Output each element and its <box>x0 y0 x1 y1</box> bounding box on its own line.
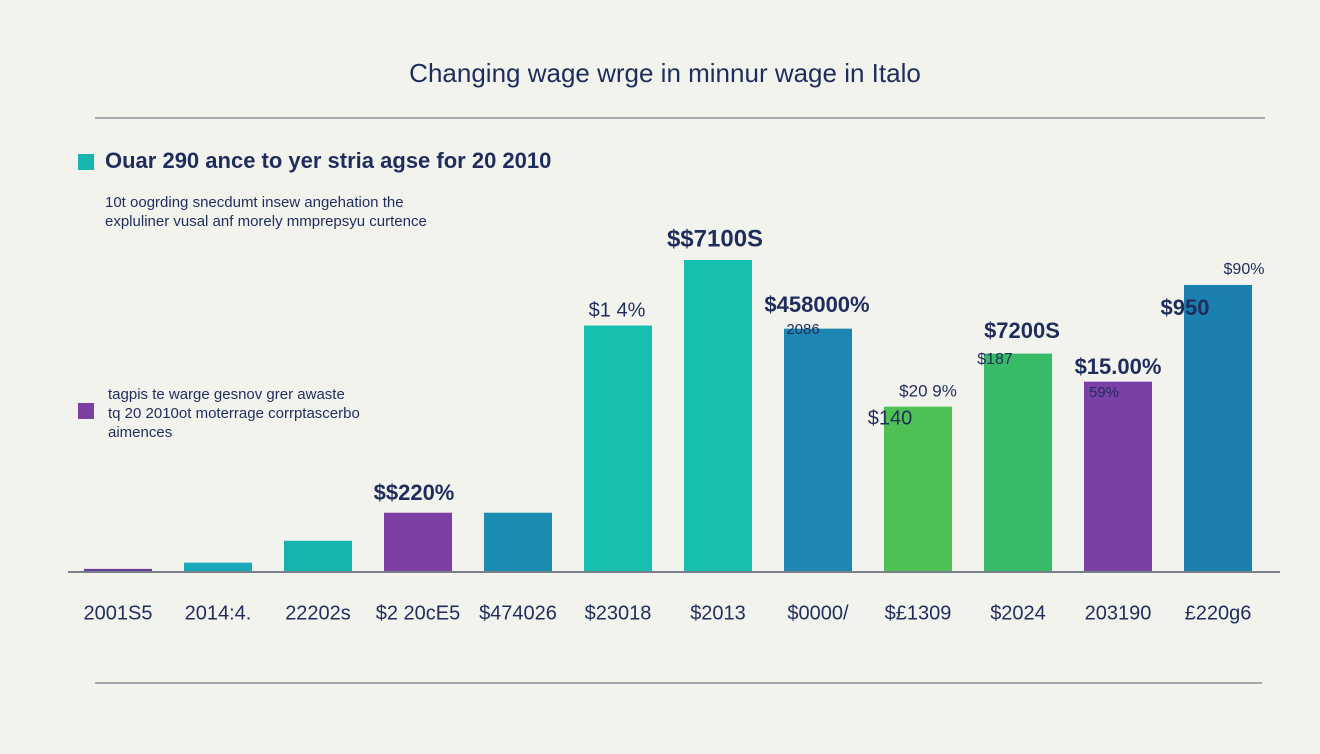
legend-label: tq 20 2010ot moterrage corrptascerbo <box>108 405 360 422</box>
x-tick-label: 2014:4. <box>185 602 252 624</box>
bar <box>684 260 752 572</box>
bar <box>1084 381 1152 572</box>
bar-annotation: 2086 <box>786 321 819 338</box>
subtitle: 10t oogrding snecdumt insew angehation t… <box>105 194 404 211</box>
bar-annotation: $140 <box>868 407 913 429</box>
x-tick-label: 2001S5 <box>84 602 153 624</box>
legend-label: aimences <box>108 424 172 441</box>
bar <box>484 512 552 572</box>
bar <box>384 512 452 572</box>
x-tick-label: 203190 <box>1085 602 1152 624</box>
bar-annotation: $$220% <box>374 480 455 505</box>
bar-annotation: 59% <box>1089 384 1119 401</box>
bar-annotation: $20 9% <box>899 381 957 400</box>
bar <box>84 568 152 572</box>
x-tick-label: £220g6 <box>1185 602 1252 624</box>
bar-annotation: $1 4% <box>589 299 646 321</box>
bar-annotation: $7200S <box>984 318 1060 343</box>
x-tick-label: $2024 <box>990 602 1046 624</box>
bar <box>184 562 252 572</box>
x-tick-label: $2 20cE5 <box>376 602 461 624</box>
bar <box>1184 284 1252 572</box>
bar-annotation: $950 <box>1161 295 1210 320</box>
x-tick-label: 22202s <box>285 602 351 624</box>
legend-label: Ouar 290 ance to yer stria agse for 20 2… <box>105 148 551 173</box>
chart-title: Changing wage wrge in minnur wage in Ita… <box>409 58 921 88</box>
x-tick-label: $474026 <box>479 602 557 624</box>
x-tick-label: $0000/ <box>787 602 849 624</box>
bar <box>284 540 352 572</box>
bar-annotation: $15.00% <box>1075 354 1162 379</box>
subtitle: expluliner vusal anf morely mmprepsyu cu… <box>105 213 427 230</box>
bar-annotation: $187 <box>977 351 1013 368</box>
bar <box>784 328 852 572</box>
bar <box>884 406 952 572</box>
x-tick-label: $23018 <box>585 602 652 624</box>
bar-annotation: $90% <box>1224 261 1265 278</box>
bar-annotation: $$7100S <box>667 225 763 252</box>
legend-label: tagpis te warge gesnov grer awaste <box>108 386 345 403</box>
bar-annotation: $458000% <box>764 292 869 317</box>
bar <box>584 325 652 572</box>
legend-swatch <box>78 154 94 170</box>
x-tick-label: $£1309 <box>885 602 952 624</box>
legend-swatch <box>78 403 94 419</box>
bar <box>984 353 1052 572</box>
x-tick-label: $2013 <box>690 602 746 624</box>
